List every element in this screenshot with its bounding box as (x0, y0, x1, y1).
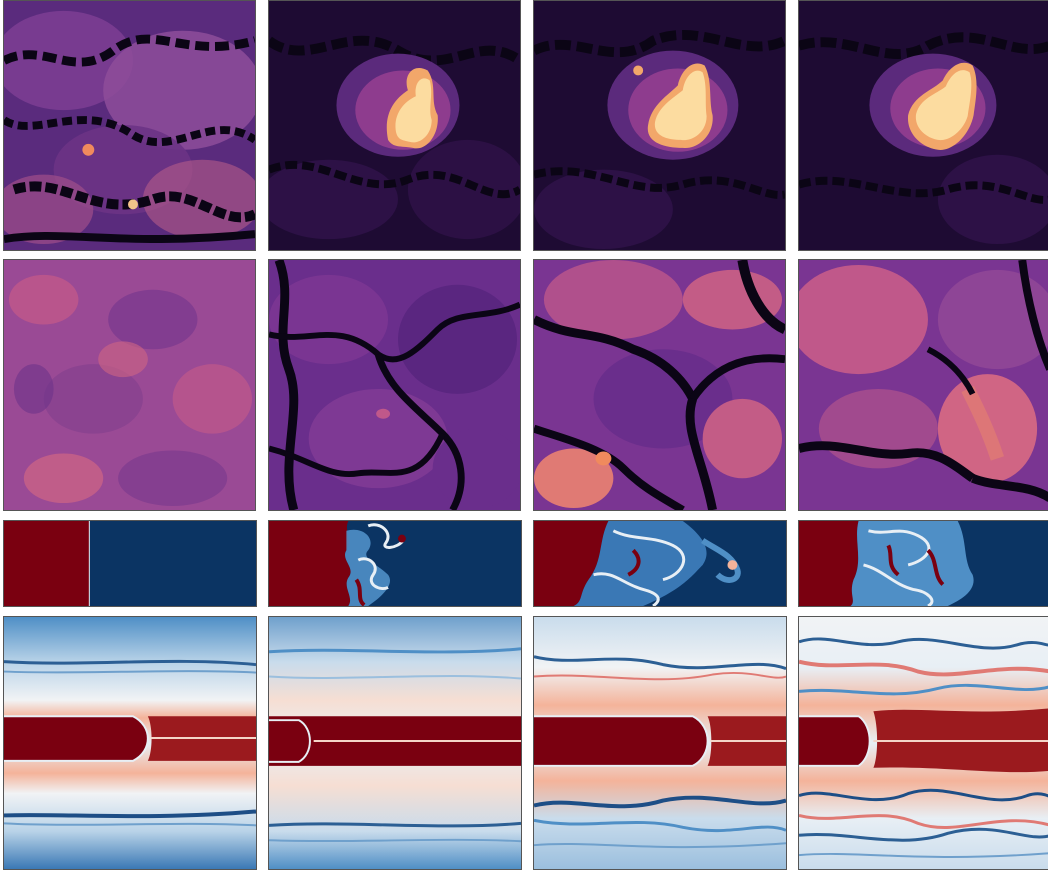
panel-r2-c2 (268, 259, 521, 511)
panel-r2-c1 (3, 259, 256, 511)
panel-r3-c3 (533, 520, 787, 607)
panel-r4-c4 (798, 616, 1048, 870)
panel-r1-c3 (533, 0, 786, 251)
panel-r4-c1 (3, 616, 257, 870)
panel-r1-c4 (798, 0, 1048, 251)
panel-r2-c3 (533, 259, 786, 511)
panel-r1-c1 (3, 0, 256, 251)
panel-r3-c4 (798, 520, 1048, 607)
panel-r2-c4 (798, 259, 1048, 511)
panel-r1-c2 (268, 0, 521, 251)
panel-r4-c2 (268, 616, 522, 870)
panel-r4-c3 (533, 616, 787, 870)
panel-r3-c2 (268, 520, 522, 607)
panel-r3-c1 (3, 520, 257, 607)
